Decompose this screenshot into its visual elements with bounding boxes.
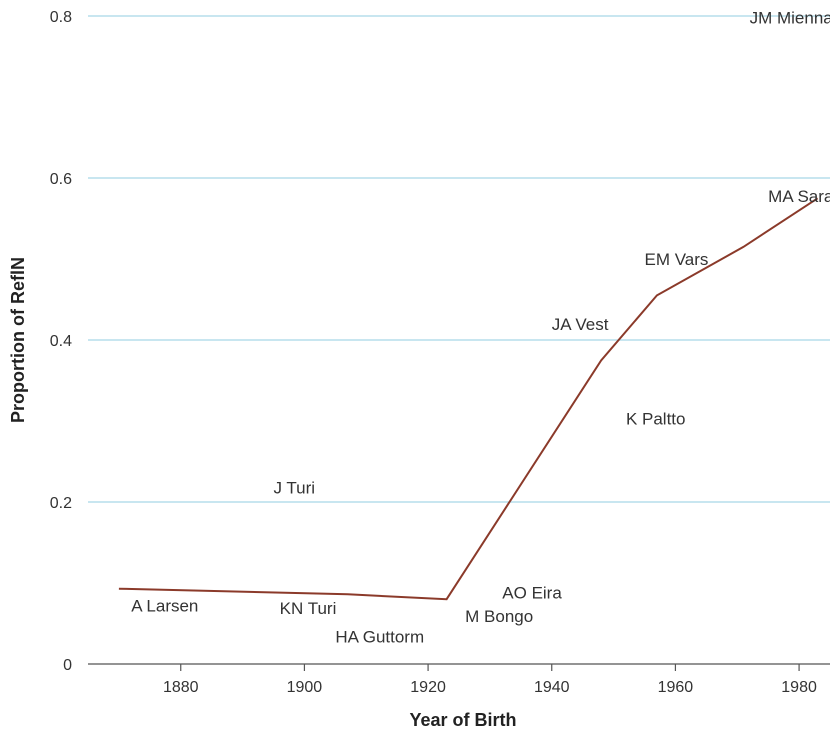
point-label: AO Eira <box>502 584 562 603</box>
y-axis-title: Proportion of ReflN <box>8 257 28 423</box>
x-tick-label: 1960 <box>658 679 694 696</box>
y-axis-ticks: 0 0.2 0.4 0.6 0.8 <box>50 9 72 674</box>
point-label: A Larsen <box>131 597 198 616</box>
x-tick-label: 1920 <box>410 679 446 696</box>
x-axis-ticks: 1880 1900 1920 1940 1960 1980 <box>163 664 817 696</box>
x-tick-label: 1980 <box>781 679 817 696</box>
point-labels: A Larsen KN Turi HA Guttorm J Turi M Bongo AO… <box>131 9 830 647</box>
point-label: MA Sara <box>768 187 830 206</box>
point-label: K Paltto <box>626 410 686 429</box>
point-label: EM Vars <box>645 250 709 269</box>
y-tick-label: 0.8 <box>50 9 72 26</box>
y-tick-label: 0.4 <box>50 333 72 350</box>
y-tick-label: 0.2 <box>50 495 72 512</box>
gridlines <box>88 15 830 503</box>
point-label: JM Mienna <box>750 9 830 28</box>
point-label: M Bongo <box>465 607 533 626</box>
point-label: KN Turi <box>280 599 337 618</box>
x-axis-title: Year of Birth <box>409 710 516 730</box>
y-tick-label: 0 <box>63 657 72 674</box>
x-tick-label: 1940 <box>534 679 570 696</box>
x-tick-label: 1900 <box>287 679 323 696</box>
series-line <box>118 197 819 601</box>
point-label: HA Guttorm <box>335 627 424 646</box>
point-label: JA Vest <box>552 315 609 334</box>
point-label: J Turi <box>274 478 316 497</box>
y-tick-label: 0.6 <box>50 171 72 188</box>
x-tick-label: 1880 <box>163 679 199 696</box>
